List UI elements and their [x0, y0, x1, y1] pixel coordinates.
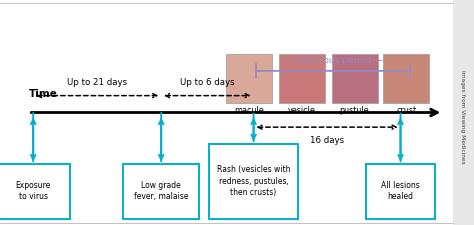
Text: Up to 6 days: Up to 6 days: [180, 78, 235, 87]
Text: 16 days: 16 days: [310, 136, 344, 145]
FancyBboxPatch shape: [209, 144, 299, 219]
Text: — infectious period —: — infectious period —: [283, 56, 383, 65]
Bar: [331, 54, 377, 104]
Bar: [383, 54, 429, 104]
Text: Time: Time: [28, 89, 57, 99]
Text: crust: crust: [396, 106, 416, 115]
Text: Low grade
fever, malaise: Low grade fever, malaise: [134, 181, 188, 201]
Text: Up to 21 days: Up to 21 days: [67, 78, 127, 87]
FancyBboxPatch shape: [0, 164, 70, 219]
Bar: [453, 0, 474, 225]
Bar: [279, 54, 325, 104]
Text: Images from Viewing Medicines: Images from Viewing Medicines: [460, 70, 465, 164]
FancyBboxPatch shape: [123, 164, 199, 219]
Text: macule: macule: [234, 106, 264, 115]
Text: Rash (vesicles with
redness, pustules,
then crusts): Rash (vesicles with redness, pustules, t…: [217, 165, 291, 197]
Text: Exposure
to virus: Exposure to virus: [16, 181, 51, 201]
FancyBboxPatch shape: [366, 164, 435, 219]
Text: vesicle: vesicle: [288, 106, 316, 115]
Text: pustule: pustule: [340, 106, 369, 115]
Text: All lesions
healed: All lesions healed: [381, 181, 420, 201]
Bar: [226, 54, 272, 104]
